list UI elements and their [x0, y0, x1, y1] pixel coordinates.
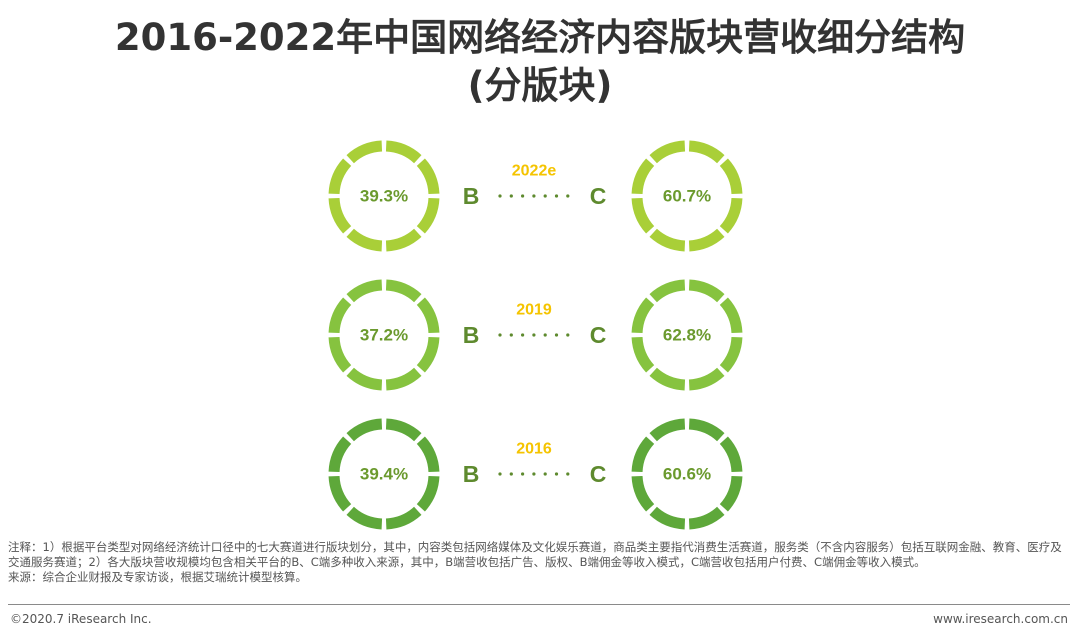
connector-dot [521, 472, 525, 476]
b-ring-segment [385, 367, 422, 391]
connector-dot [509, 472, 513, 476]
c-ring-segment [649, 506, 686, 530]
copyright-text: ©2020.7 iResearch Inc. [10, 612, 152, 626]
c-ring-segment [688, 140, 725, 164]
c-share-label: 60.6% [663, 465, 711, 484]
c-ring-segment [719, 336, 743, 373]
b-ring-segment [346, 506, 383, 530]
b-ring-segment [346, 228, 383, 252]
c-ring-segment [631, 158, 655, 195]
c-side-label: C [590, 183, 607, 209]
b-side-label: B [463, 461, 480, 487]
connector-dot [554, 472, 559, 476]
c-ring-segment [688, 418, 725, 442]
connector-dot [543, 472, 547, 476]
connector-dot [521, 194, 525, 198]
c-ring-segment [631, 436, 655, 473]
b-ring-segment [416, 336, 440, 373]
b-share-label: 39.3% [360, 187, 408, 206]
connector-dot [532, 333, 536, 337]
connector-dot [543, 194, 547, 198]
b-ring-segment [385, 506, 422, 530]
c-ring-segment [719, 475, 743, 512]
c-share-label: 60.7% [663, 187, 711, 206]
b-ring-segment [416, 436, 440, 473]
connector-dot [521, 333, 525, 337]
b-ring-segment [416, 158, 440, 195]
c-ring-segment [719, 197, 743, 234]
source-text: 来源：综合企业财报及专家访谈，根据艾瑞统计模型核算。 [8, 570, 307, 584]
b-side-label: B [463, 322, 480, 348]
b-ring-segment [385, 279, 422, 303]
donut-chart-area: 39.3% 60.7% B C 2022e 37.2% 62.8% B C 2019 39.4% 60… [328, 140, 743, 530]
title-line-1: 2016-2022年中国网络经济内容版块营收细分结构 [114, 16, 966, 59]
b-ring-segment [346, 279, 383, 303]
notes-block: 注释：1）根据平台类型对网络经济统计口径中的七大赛道进行版块划分，其中，内容类包… [8, 540, 1070, 585]
b-ring-segment [385, 418, 422, 442]
connector-dot [566, 333, 570, 337]
connector-dot [509, 333, 513, 337]
b-share-label: 39.4% [360, 465, 408, 484]
b-ring-segment [385, 140, 422, 164]
c-ring-segment [631, 475, 655, 512]
b-ring-segment [328, 297, 352, 334]
connector-dot [498, 333, 502, 337]
b-ring-segment [346, 367, 383, 391]
c-side-label: C [590, 322, 607, 348]
b-ring-segment [328, 158, 352, 195]
connector-dot [532, 472, 536, 476]
year-label: 2016 [516, 441, 552, 458]
b-share-label: 37.2% [360, 326, 408, 345]
c-ring-segment [719, 158, 743, 195]
b-ring-segment [416, 197, 440, 234]
b-ring-segment [416, 475, 440, 512]
website-text: www.iresearch.com.cn [933, 612, 1068, 626]
connector-dot [554, 333, 559, 337]
b-ring-segment [385, 228, 422, 252]
c-ring-segment [649, 228, 686, 252]
b-ring-segment [328, 475, 352, 512]
footer-divider [8, 604, 1070, 605]
c-share-label: 62.8% [663, 326, 711, 345]
c-ring-segment [631, 297, 655, 334]
connector-dot [509, 194, 513, 198]
c-ring-segment [649, 418, 686, 442]
connector-dot [543, 333, 547, 337]
connector-dot [532, 194, 536, 198]
b-ring-segment [416, 297, 440, 334]
year-label: 2019 [516, 302, 552, 319]
c-ring-segment [631, 197, 655, 234]
year-label: 2022e [512, 163, 557, 180]
b-side-label: B [463, 183, 480, 209]
c-ring-segment [631, 336, 655, 373]
connector-dot [498, 472, 502, 476]
c-ring-segment [688, 367, 725, 391]
c-ring-segment [649, 367, 686, 391]
b-ring-segment [346, 418, 383, 442]
b-ring-segment [328, 336, 352, 373]
b-ring-segment [346, 140, 383, 164]
connector-dot [566, 472, 570, 476]
title-line-2: (分版块) [467, 64, 613, 107]
note-text: 注释：1）根据平台类型对网络经济统计口径中的七大赛道进行版块划分，其中，内容类包… [8, 540, 1062, 569]
c-ring-segment [649, 279, 686, 303]
c-ring-segment [719, 297, 743, 334]
connector-dot [566, 194, 570, 198]
c-ring-segment [688, 228, 725, 252]
connector-dot [554, 194, 559, 198]
c-ring-segment [719, 436, 743, 473]
b-ring-segment [328, 197, 352, 234]
c-side-label: C [590, 461, 607, 487]
c-ring-segment [688, 506, 725, 530]
c-ring-segment [688, 279, 725, 303]
b-ring-segment [328, 436, 352, 473]
chart-title: 2016-2022年中国网络经济内容版块营收细分结构 (分版块) [0, 14, 1080, 110]
c-ring-segment [649, 140, 686, 164]
connector-dot [498, 194, 502, 198]
